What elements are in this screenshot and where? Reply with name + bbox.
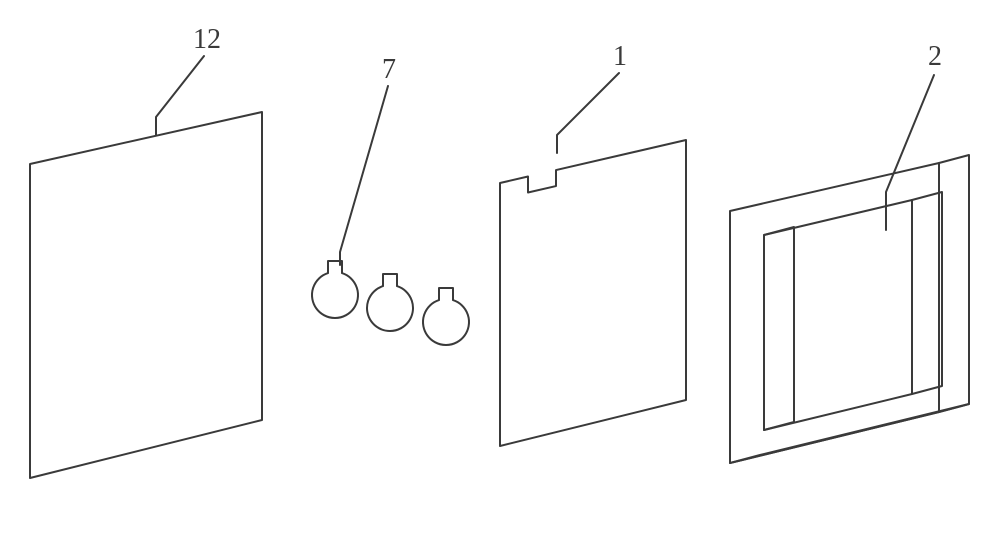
bulb-3 (423, 288, 469, 345)
panel-left (30, 112, 262, 478)
panel-notched (500, 140, 686, 446)
frame-inner-depth-left (764, 227, 794, 430)
bulb-2 (367, 274, 413, 331)
frame-side-bottom (730, 404, 969, 463)
label-2-leader (886, 75, 934, 230)
frame-inner (764, 200, 912, 430)
bulb-1 (312, 261, 358, 318)
label-1: 1 (613, 41, 627, 72)
frame-inner-depth-right (912, 192, 942, 394)
label-7: 7 (382, 54, 396, 85)
frame-side-right (939, 155, 969, 412)
label-7-leader (340, 86, 388, 265)
label-1-leader (557, 73, 619, 153)
label-2: 2 (928, 41, 942, 72)
label-12-leader (156, 56, 204, 135)
label-12: 12 (193, 24, 221, 55)
